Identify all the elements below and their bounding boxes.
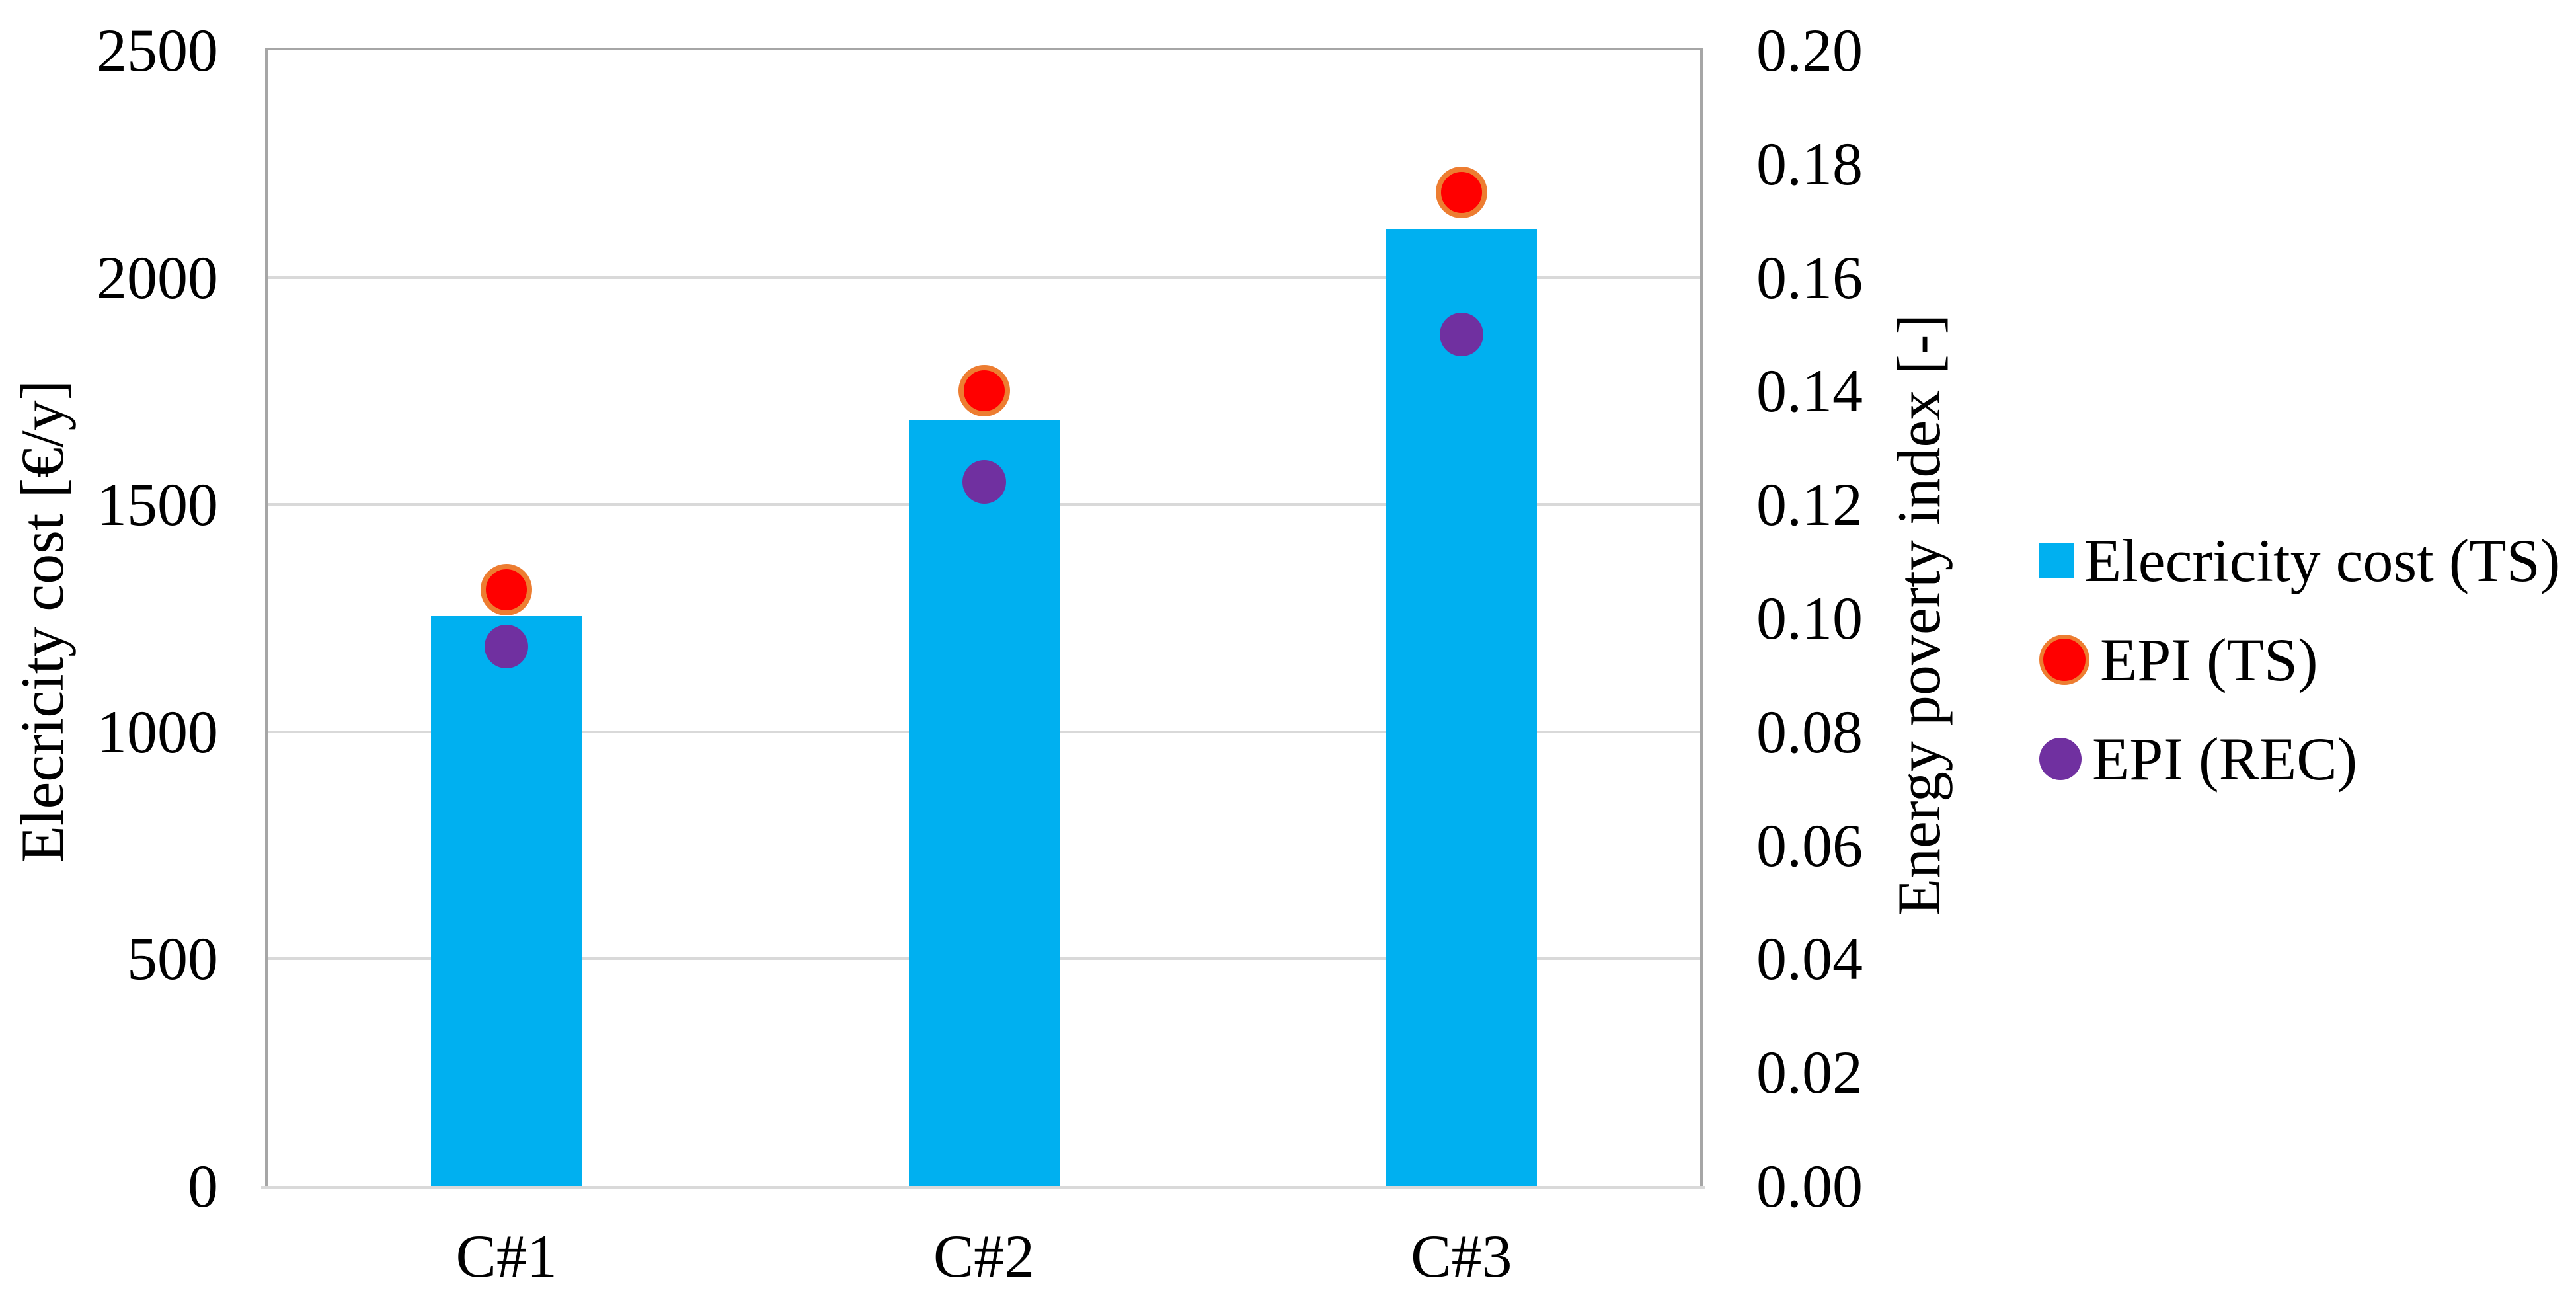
right-axis-tick: 0.00 [1756,1152,1863,1220]
left-axis-tick: 1500 [97,471,218,539]
right-axis-title: Energy poverty index [-] [1885,313,1953,916]
right-axis-tick-labels: 0.00 0.02 0.04 0.06 0.08 0.10 0.12 0.14 0.16 0.18… [1756,20,2021,1216]
left-axis-tick: 0 [188,1152,218,1220]
x-axis-label-c-2: C#2 [933,1222,1035,1290]
legend-label: EPI (REC) [2092,725,2358,793]
legend-square-swatch-icon [2039,543,2074,578]
left-axis-tick: 2500 [97,17,218,84]
plot-frame [265,48,1703,1186]
x-axis-line [261,1186,1705,1189]
left-axis-tick: 1000 [97,697,218,766]
elecricity-cost-ts-bar-c-1 [431,615,582,1186]
right-axis-tick: 0.10 [1756,584,1863,652]
x-axis-label-c-1: C#1 [455,1222,557,1290]
epi-rec-marker-c-2 [962,459,1006,504]
right-axis-tick: 0.18 [1756,130,1863,198]
right-axis-tick: 0.04 [1756,925,1863,993]
left-axis-tick: 2000 [97,243,218,311]
left-axis-tick: 500 [127,925,218,993]
epi-ts-marker-c-1 [481,564,533,616]
elecricity-cost-ts-bar-c-3 [1386,229,1537,1186]
epi-rec-marker-c-1 [485,624,529,668]
legend-item-epi-ts: EPI (TS) [2039,629,2318,690]
right-axis-tick: 0.08 [1756,697,1863,766]
epi-ts-marker-c-3 [1435,166,1487,218]
legend-circle-swatch-icon [2039,635,2089,685]
epi-ts-marker-c-2 [958,365,1010,417]
legend-label: Elecricity cost (TS) [2084,527,2561,594]
right-axis-tick: 0.16 [1756,243,1863,311]
legend-item-elecricity-cost-ts: Elecricity cost (TS) [2039,530,2560,591]
right-axis-tick: 0.06 [1756,811,1863,879]
left-axis-tick-labels: 0 500 1000 1500 2000 2500 [0,20,218,1216]
legend-circle-swatch-icon [2039,738,2082,780]
epi-rec-marker-c-3 [1439,312,1483,356]
plot-area [268,50,1700,1186]
right-axis-tick: 0.14 [1756,357,1863,425]
elecricity-cost-ts-bar-c-2 [908,420,1060,1186]
x-axis-label-c-3: C#3 [1411,1222,1512,1290]
right-axis-tick: 0.02 [1756,1039,1863,1107]
legend-label: EPI (TS) [2100,626,2318,693]
right-axis-tick: 0.12 [1756,471,1863,539]
gridline [268,276,1700,279]
legend-item-epi-rec: EPI (REC) [2039,729,2357,789]
right-axis-tick: 0.20 [1756,17,1863,84]
legend: Elecricity cost (TS) EPI (TS) EPI (REC) [2039,0,2576,1307]
